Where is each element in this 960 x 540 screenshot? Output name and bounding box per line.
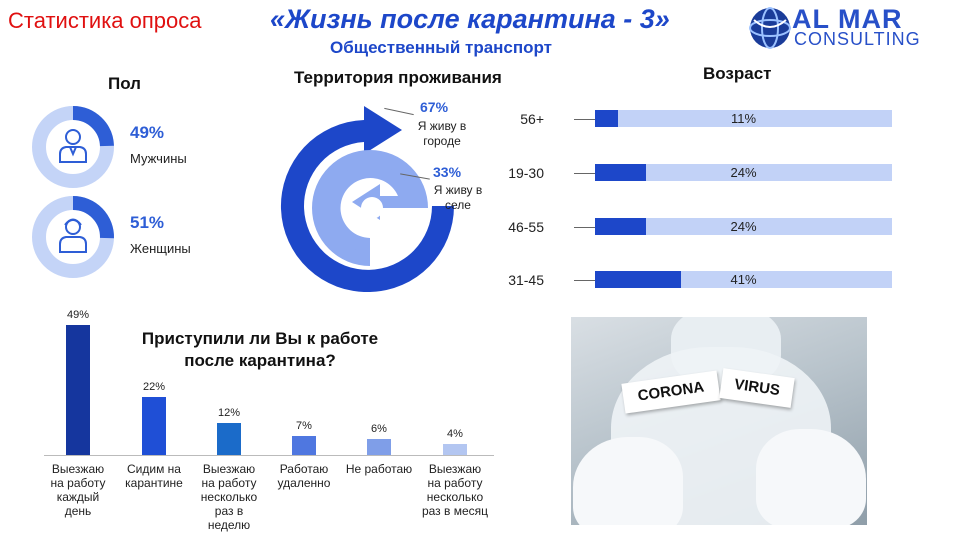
page-title: «Жизнь после карантина - 3»: [270, 4, 670, 34]
age-tick-label: 19-30: [508, 165, 544, 181]
work-bar-value: 12%: [217, 407, 241, 420]
age-leader-line: [574, 227, 595, 228]
left-glove-shape: [573, 437, 683, 525]
work-category-label: Выезжаю на работу каждый день: [50, 462, 106, 518]
city-label: Я живу в городе: [417, 119, 467, 148]
female-pct: 51%: [130, 213, 165, 232]
work-category-label: Выезжаю на работу несколько раз в неделю: [200, 462, 258, 532]
male-pct: 49%: [130, 123, 165, 142]
logo-globe-icon: [749, 7, 791, 49]
work-bar: [217, 423, 241, 455]
company-logo: AL MAR CONSULTING: [748, 2, 958, 54]
work-chart-axis: [44, 455, 494, 456]
territory-title: Территория проживания: [294, 68, 502, 87]
age-bar: [595, 218, 646, 235]
village-label: Я живу в селе: [433, 183, 483, 212]
female-label: Женщины: [130, 241, 191, 256]
woman-icon: [59, 218, 87, 253]
work-bar: [292, 436, 316, 455]
age-bar: [595, 110, 619, 127]
age-leader-line: [574, 173, 595, 174]
work-category-label: Сидим на карантине: [125, 462, 183, 490]
work-chart-title: Приступили ли Вы к работе после карантин…: [141, 329, 379, 370]
page-subtitle: Общественный транспорт: [330, 38, 553, 57]
work-category-label: Работаю удаленно: [277, 462, 331, 490]
age-bar-value: 24%: [730, 219, 757, 234]
work-category-label: Выезжаю на работу несколько раз в месяц: [421, 462, 489, 518]
work-bar-value: 49%: [66, 309, 90, 321]
female-donut: [32, 196, 114, 278]
age-chart-title: Возраст: [703, 64, 772, 83]
age-bar-track: 41%: [595, 271, 892, 288]
work-bar: [142, 396, 166, 455]
work-bar: [367, 439, 391, 455]
age-leader-line: [574, 119, 595, 120]
work-bar-value: 22%: [142, 380, 166, 393]
right-glove-shape: [756, 429, 866, 525]
donut-share-arc: [72, 196, 114, 239]
donut-share-arc: [72, 106, 114, 147]
age-bar-track: 24%: [595, 164, 892, 181]
work-category-label: Не работаю: [345, 462, 413, 476]
age-bar-track: 24%: [595, 218, 892, 235]
age-bar: [595, 164, 646, 181]
gender-title: Пол: [108, 74, 141, 93]
survey-stats-label: Статистика опроса: [8, 8, 202, 33]
village-pct: 33%: [433, 164, 462, 180]
logo-text-sub: CONSULTING: [794, 29, 921, 49]
man-icon: [59, 129, 87, 163]
age-bar-value: 24%: [730, 165, 757, 180]
work-bar-value: 4%: [447, 428, 463, 441]
male-label: Мужчины: [130, 151, 187, 166]
age-bar: [595, 271, 682, 288]
city-pct: 67%: [420, 99, 449, 115]
age-bar-track: 11%: [595, 110, 892, 127]
age-leader-line: [574, 280, 595, 281]
age-bar-value: 11%: [730, 111, 757, 126]
arrow-center-hole: [361, 197, 383, 219]
city-share-arrow: [280, 106, 454, 292]
age-bar-value: 41%: [730, 272, 757, 287]
work-bar: [66, 325, 90, 455]
age-tick-label: 31-45: [508, 272, 544, 288]
work-bar-value: 7%: [296, 420, 312, 433]
coronavirus-photo: CORONA VIRUS: [571, 317, 867, 525]
age-tick-label: 46-55: [508, 219, 544, 235]
logo-text-main: AL MAR: [792, 4, 903, 34]
age-tick-label: 56+: [520, 111, 544, 127]
territory-arrow-chart: [280, 106, 454, 292]
work-bar-value: 6%: [371, 423, 387, 436]
work-bar: [443, 444, 467, 455]
male-donut: [32, 106, 114, 188]
